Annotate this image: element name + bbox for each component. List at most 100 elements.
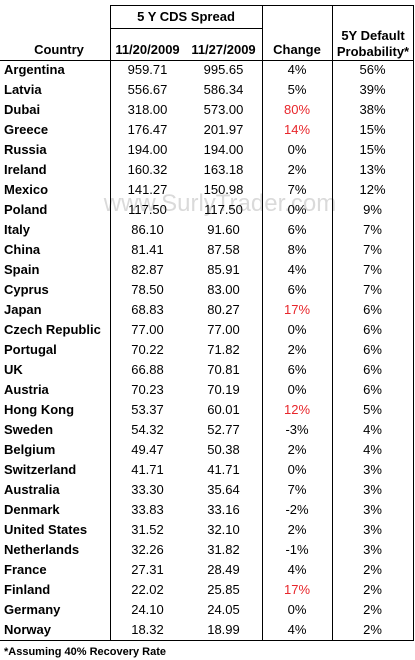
table-value: 31.82 [207,542,240,557]
country-name: Czech Republic [4,322,101,337]
table-value: 117.50 [128,202,167,217]
table-value: 4% [363,422,382,437]
country-name: Australia [4,482,60,497]
country-name: Germany [4,602,61,617]
country-name: Sweden [4,422,54,437]
table-value: 60.01 [207,402,240,417]
table-value: 33.16 [207,502,240,517]
country-name: Ireland [4,162,47,177]
table-value: 24.05 [207,602,240,617]
change-value: 4% [287,62,307,77]
table-value: 54.32 [131,422,164,437]
table-value: 3% [363,462,382,477]
country-name: China [4,242,41,257]
column-header: Change [273,42,321,57]
table-value: 3% [363,502,382,517]
country-name: Austria [4,382,49,397]
country-name: Greece [4,122,49,137]
border [110,5,111,641]
table-value: 56% [359,62,386,77]
table-value: 81.41 [131,242,164,257]
table-value: 9% [363,202,382,217]
change-value: 7% [287,182,307,197]
country-name: United States [4,522,88,537]
column-header: 11/20/2009 [115,42,180,57]
table-value: 86.10 [131,222,164,237]
change-value: 2% [287,342,307,357]
country-name: Mexico [4,182,49,197]
change-value: 0% [287,322,307,337]
table-value: 194.00 [127,142,168,157]
table-value: 5% [363,402,382,417]
change-value: 4% [287,262,307,277]
table-value: 2% [363,622,382,637]
table-value: 32.10 [207,522,240,537]
table-value: 3% [363,522,382,537]
table-value: 41.71 [207,462,240,477]
country-name: Belgium [4,442,56,457]
table-value: 50.38 [207,442,240,457]
column-header: 11/27/2009 [191,42,256,57]
table-value: 556.67 [127,82,168,97]
table-value: 71.82 [207,342,240,357]
table-value: 6% [363,362,382,377]
change-value: 8% [287,242,307,257]
table-value: 77.00 [131,322,164,337]
country-name: Netherlands [4,542,80,557]
change-value: 4% [287,622,307,637]
table-value: 31.52 [131,522,164,537]
table-value: 80.27 [207,302,240,317]
table-value: 53.37 [131,402,164,417]
table-value: 141.27 [127,182,168,197]
change-value: 0% [287,142,307,157]
change-value: 0% [287,382,307,397]
country-name: Poland [4,202,48,217]
column-header: Country [34,42,84,57]
table-value: 573.00 [203,102,244,117]
country-name: Russia [4,142,47,157]
country-name: Italy [4,222,31,237]
table-value: 6% [363,342,382,357]
table-value: 7% [363,282,382,297]
table-value: 66.88 [131,362,164,377]
table-value: 176.47 [127,122,168,137]
table-value: 995.65 [203,62,244,77]
change-value: 17% [283,582,311,597]
table-value: 15% [359,122,386,137]
change-value: 0% [287,202,307,217]
table-value: 3% [363,542,382,557]
country-name: Japan [4,302,42,317]
table-value: 28.49 [207,562,240,577]
table-value: 77.00 [207,322,240,337]
table-value: 87.58 [207,242,240,257]
table-value: 3% [363,482,382,497]
table-value: 4% [363,442,382,457]
change-value: -3% [285,422,309,437]
table-value: 49.47 [131,442,164,457]
country-name: Switzerland [4,462,77,477]
table-value: 32.26 [131,542,164,557]
border [413,5,414,641]
table-value: 33.30 [131,482,164,497]
table-value: 35.64 [207,482,240,497]
change-value: 6% [287,222,307,237]
table-value: 194.00 [203,142,244,157]
country-name: Argentina [4,62,65,77]
table-value: 2% [363,582,382,597]
group-header: 5 Y CDS Spread [137,9,235,24]
table-value: 163.18 [203,162,244,177]
table-value: 85.91 [207,262,240,277]
table-value: 201.97 [203,122,244,137]
change-value: 4% [287,562,307,577]
change-value: 0% [287,462,307,477]
table-value: 70.22 [131,342,164,357]
table-value: 586.34 [203,82,244,97]
table-value: 70.19 [207,382,240,397]
change-value: 6% [287,282,307,297]
change-value: 0% [287,602,307,617]
country-name: Denmark [4,502,60,517]
change-value: 12% [283,402,311,417]
table-value: 117.50 [204,202,243,217]
change-value: -1% [285,542,309,557]
